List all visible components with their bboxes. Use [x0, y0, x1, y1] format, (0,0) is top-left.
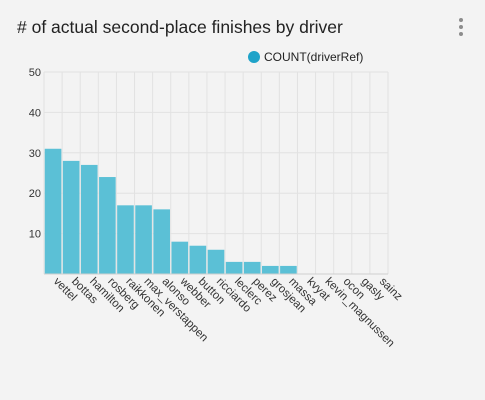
y-tick-label: 10: [29, 229, 41, 241]
legend-marker: [248, 51, 260, 63]
bar[interactable]: [189, 245, 207, 274]
bar[interactable]: [62, 160, 80, 274]
bar[interactable]: [225, 261, 243, 274]
chart-title: # of actual second-place finishes by dri…: [17, 17, 343, 37]
bar[interactable]: [135, 205, 152, 274]
y-tick-label: 30: [29, 148, 41, 160]
y-tick-label: 50: [29, 67, 41, 79]
more-vertical-icon[interactable]: [456, 16, 466, 38]
bar[interactable]: [243, 261, 261, 274]
bar[interactable]: [280, 265, 297, 274]
bar[interactable]: [44, 148, 62, 274]
bar[interactable]: [207, 249, 225, 274]
y-tick-label: 20: [29, 188, 41, 200]
bar[interactable]: [153, 209, 170, 274]
bar[interactable]: [80, 164, 98, 274]
bar[interactable]: [171, 241, 189, 274]
legend-item[interactable]: COUNT(driverRef): [248, 50, 363, 64]
bar[interactable]: [262, 265, 279, 274]
y-tick-label: 40: [29, 107, 41, 119]
bar[interactable]: [117, 205, 134, 274]
legend-label: COUNT(driverRef): [264, 50, 364, 64]
bar[interactable]: [99, 177, 116, 274]
